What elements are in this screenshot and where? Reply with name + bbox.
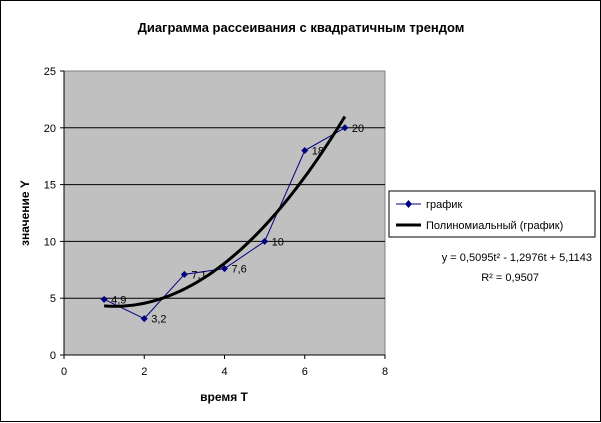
legend: график Полиномиальный (график) [388,190,596,238]
y-tick-label: 20 [44,123,56,135]
x-tick-label: 2 [141,366,147,378]
trend-r-squared: R² = 0,9507 [481,272,539,284]
legend-label-trend: Полиномиальный (график) [426,220,563,232]
legend-box [388,190,596,238]
series-grafik [100,124,349,323]
data-label: 18 [312,146,324,158]
chart-title: Диаграмма рассеивания с квадратичным тре… [138,20,465,35]
data-point [180,270,188,278]
y-axis-title: значение Y [18,180,32,246]
x-tick-label: 0 [61,366,67,378]
plot-area [63,70,386,356]
x-axis-title: время T [200,390,248,404]
data-label: 4,9 [111,294,126,306]
data-label: 10 [272,236,284,248]
y-tick-label: 10 [44,236,56,248]
data-label: 7,1 [191,269,206,281]
data-point [341,124,349,132]
data-label: 7,6 [232,264,247,276]
data-point [301,147,309,155]
y-tick-label: 15 [44,180,56,192]
legend-label-series: график [426,199,462,211]
data-point [140,315,148,323]
y-tick-label: 5 [50,293,56,305]
y-tick-label: 25 [44,66,56,78]
data-point [100,295,108,303]
data-point [261,237,269,245]
trendline-curve [104,115,347,308]
tick-labels: 0 5 10 15 20 25 0 2 4 6 8 [44,66,388,378]
legend-diamond-icon [405,200,412,208]
trendline-polynomial [104,115,347,308]
x-tick-label: 8 [382,366,388,378]
data-point [221,265,228,273]
data-label: 3,2 [151,314,166,326]
y-tick-label: 0 [50,350,56,362]
gridlines [64,127,385,299]
data-labels: 4,9 3,2 7,1 7,6 10 18 20 [111,123,364,326]
data-label: 20 [352,123,364,135]
trend-equation: y = 0,5095t² - 1,2976t + 5,1143 [442,252,592,264]
x-tick-label: 4 [221,366,227,378]
x-tick-label: 6 [302,366,308,378]
axes [60,70,386,359]
